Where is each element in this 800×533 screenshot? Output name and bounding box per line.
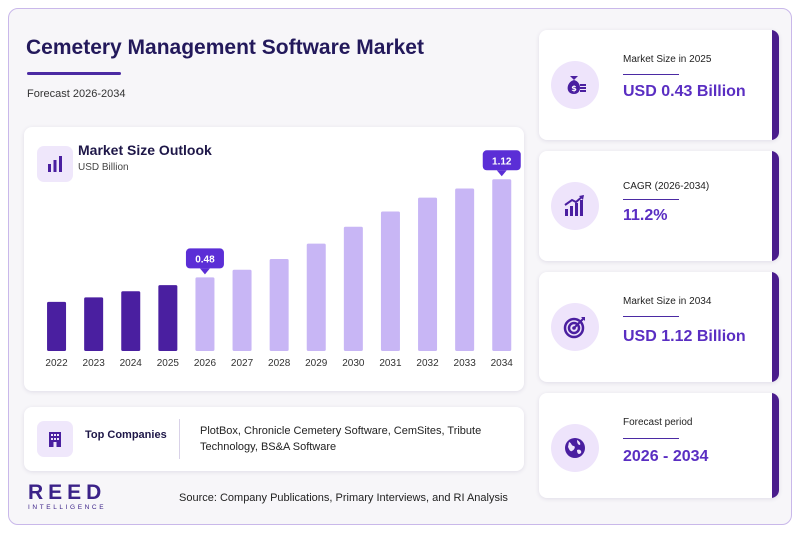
x-tick-label: 2028 (268, 358, 291, 369)
growth-chart-icon (551, 182, 599, 230)
data-label: 1.12 (492, 156, 512, 167)
bar-2031 (380, 211, 400, 351)
bar-2026 (195, 277, 215, 351)
top-companies-label: Top Companies (85, 429, 167, 441)
x-tick-label: 2025 (157, 358, 180, 369)
stat-card-forecast-period: Forecast period 2026 - 2034 (539, 393, 779, 498)
x-tick-label: 2026 (194, 358, 217, 369)
bar-2027 (232, 269, 252, 351)
bar-2032 (418, 197, 438, 351)
svg-text:$: $ (571, 84, 577, 93)
top-companies-list: PlotBox, Chronicle Cemetery Software, Ce… (200, 425, 482, 453)
stat-label: Market Size in 2034 (623, 296, 712, 307)
stat-label: Forecast period (623, 417, 693, 428)
x-tick-label: 2033 (454, 358, 477, 369)
stat-value: USD 0.43 Billion (623, 83, 746, 100)
x-tick-label: 2031 (379, 358, 402, 369)
bar-2028 (269, 259, 289, 351)
bar-chart-icon (37, 146, 73, 182)
x-tick-label: 2024 (120, 358, 143, 369)
target-icon (551, 303, 599, 351)
x-tick-label: 2032 (416, 358, 439, 369)
stat-value: USD 1.12 Billion (623, 328, 746, 345)
stat-divider (623, 438, 679, 439)
stat-card-cagr: CAGR (2026-2034) 11.2% (539, 151, 779, 261)
bar-2024 (121, 291, 141, 351)
card-accent-edge (772, 272, 779, 382)
bar-2033 (455, 188, 475, 351)
x-tick-label: 2030 (342, 358, 365, 369)
title-underline (27, 72, 121, 75)
stat-divider (623, 199, 679, 200)
bar-2034 (492, 179, 512, 351)
callout-2026: 0.48 (185, 248, 224, 275)
x-tick-label: 2023 (83, 358, 106, 369)
stat-label: CAGR (2026-2034) (623, 181, 710, 192)
money-bag-icon: $ (551, 61, 599, 109)
stat-label: Market Size in 2025 (623, 54, 712, 65)
source-note: Source: Company Publications, Primary In… (179, 492, 508, 504)
market-size-chart: 2022 2023 2024 2025 2026 2027 2028 2029 2030 2031… (45, 150, 521, 369)
x-tick-label: 2022 (45, 358, 68, 369)
bar-2022 (47, 301, 67, 351)
x-tick-label: 2029 (305, 358, 328, 369)
callout-2034: 1.12 (482, 150, 521, 177)
logo-tagline: INTELLIGENCE (28, 504, 107, 511)
chart-unit: USD Billion (78, 162, 129, 173)
bar-2025 (158, 285, 178, 351)
brand-logo: REED INTELLIGENCE (28, 481, 107, 511)
x-tick-label: 2027 (231, 358, 254, 369)
chart-card: Market Size Outlook USD Billion 2022 2023… (24, 127, 524, 391)
x-tick-label: 2034 (491, 358, 514, 369)
stat-value: 2026 - 2034 (623, 448, 709, 465)
globe-icon (551, 424, 599, 472)
bar-2023 (84, 297, 104, 351)
stat-value: 11.2% (623, 207, 668, 224)
page-title: Cemetery Management Software Market (26, 36, 424, 59)
companies-divider (179, 419, 180, 459)
card-accent-edge (772, 151, 779, 261)
card-accent-edge (772, 393, 779, 498)
bar-2030 (343, 226, 363, 351)
building-icon (37, 421, 73, 457)
top-companies-card: Top Companies PlotBox, Chronicle Cemeter… (24, 407, 524, 471)
page-subtitle: Forecast 2026-2034 (27, 88, 126, 100)
logo-wordmark: REED (28, 481, 107, 504)
stat-card-market-2034: Market Size in 2034 USD 1.12 Billion (539, 272, 779, 382)
chart-title: Market Size Outlook (78, 142, 212, 158)
stat-divider (623, 74, 679, 75)
bar-2029 (306, 243, 326, 351)
stat-divider (623, 316, 679, 317)
data-label: 0.48 (195, 254, 215, 265)
card-accent-edge (772, 30, 779, 140)
stat-card-market-2025: $ Market Size in 2025 USD 0.43 Billion (539, 30, 779, 140)
